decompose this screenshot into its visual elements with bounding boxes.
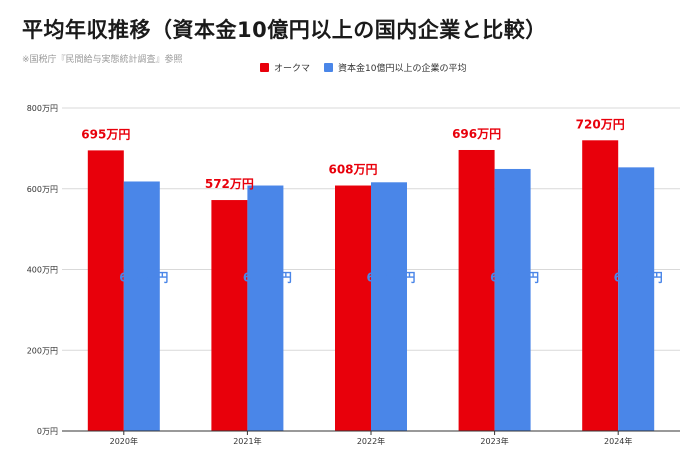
bar-average-0 (123, 181, 160, 431)
x-tick-label-0: 2020年 (110, 436, 138, 446)
label-layer: 695万円 618万円 572万円 608万円 608万円 616万円 696万円 649万円… (81, 117, 662, 284)
axis-layer: 0万円 200万円 400万円 600万円 800万円 2020年 2021年 2022年 20… (27, 104, 680, 446)
y-tick-label-600: 600万円 (27, 185, 58, 194)
data-label-okuma-4: 720万円 (576, 117, 625, 131)
legend-label-average: 資本金10億円以上の企業の平均 (338, 64, 467, 74)
data-label-average-4: 653万円 (614, 271, 663, 285)
bar-okuma-2 (335, 185, 371, 431)
data-label-okuma-0: 695万円 (81, 127, 130, 141)
legend-item-okuma: オークマ (260, 61, 310, 74)
legend-label-okuma: オークマ (274, 64, 311, 74)
bar-okuma-4 (582, 140, 619, 432)
data-label-okuma-1: 572万円 (205, 177, 254, 191)
legend-swatch-okuma (260, 63, 269, 72)
x-tick-label-1: 2021年 (233, 436, 261, 446)
y-tick-label-800: 800万円 (27, 104, 58, 113)
x-tick-label-3: 2023年 (480, 436, 508, 446)
legend: オークマ 資本金10億円以上の企業の平均 (260, 61, 480, 74)
data-label-average-2: 616万円 (366, 271, 415, 285)
chart-title: 平均年収推移（資本金10億円以上の国内企業と比較） (22, 18, 547, 42)
bar-okuma-0 (87, 150, 124, 432)
x-tick-label-4: 2024年 (604, 436, 632, 446)
legend-swatch-average (324, 63, 334, 72)
bar-average-1 (247, 185, 284, 431)
bar-average-2 (371, 182, 407, 431)
y-tick-label-200: 200万円 (27, 346, 58, 355)
legend-item-average: 資本金10億円以上の企業の平均 (324, 61, 466, 74)
x-tick-label-2: 2022年 (357, 436, 385, 446)
y-tick-label-0: 0万円 (37, 427, 58, 436)
bar-layer (87, 140, 655, 432)
data-label-okuma-2: 608万円 (328, 163, 377, 177)
data-label-average-1: 608万円 (243, 271, 292, 285)
data-label-average-0: 618万円 (119, 271, 168, 285)
bar-okuma-1 (211, 200, 248, 431)
data-label-okuma-3: 696万円 (452, 127, 501, 141)
data-label-average-3: 649万円 (490, 271, 539, 285)
bar-average-4 (618, 167, 655, 431)
y-tick-label-400: 400万円 (27, 266, 58, 275)
bar-okuma-3 (458, 149, 495, 432)
bar-average-3 (494, 168, 531, 431)
source-note: ※国税庁『民間給与実態統計調査』参照 (22, 55, 183, 65)
